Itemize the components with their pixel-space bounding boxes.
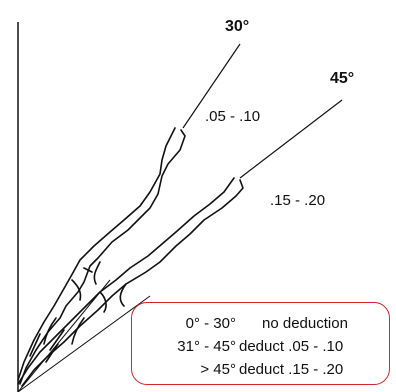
deduction-row-range: 0° - 30° [185, 315, 236, 332]
deduction-row: 31° - 45° deduct .05 - .10 [132, 338, 391, 358]
deduction-range-45-label: .15 - .20 [270, 192, 326, 209]
deduction-row: > 45° deduct .15 - .20 [132, 361, 391, 381]
deduction-row-deduction: deduct .05 - .10 [239, 338, 344, 355]
base-ray-2 [17, 295, 151, 392]
angle-30-line [182, 43, 241, 129]
angle-45-label: 45° [330, 70, 355, 87]
deduction-range-30-label: .05 - .10 [205, 108, 261, 125]
deduction-row-deduction: no deduction [262, 315, 348, 332]
angle-30-label: 30° [225, 18, 250, 35]
deduction-table: 0° - 30° no deduction 31° - 45° deduct .… [131, 302, 390, 385]
gymnast-figure-30 [17, 127, 186, 385]
deduction-row: 0° - 30° no deduction [132, 315, 391, 335]
deduction-row-range: 31° - 45° [177, 338, 236, 355]
deduction-row-range: > 45° [200, 361, 236, 378]
deduction-row-deduction: deduct .15 - .20 [239, 361, 344, 378]
base-ray-1 [17, 279, 111, 392]
gymnast-figure-45 [17, 177, 244, 387]
angle-45-line [239, 99, 343, 179]
